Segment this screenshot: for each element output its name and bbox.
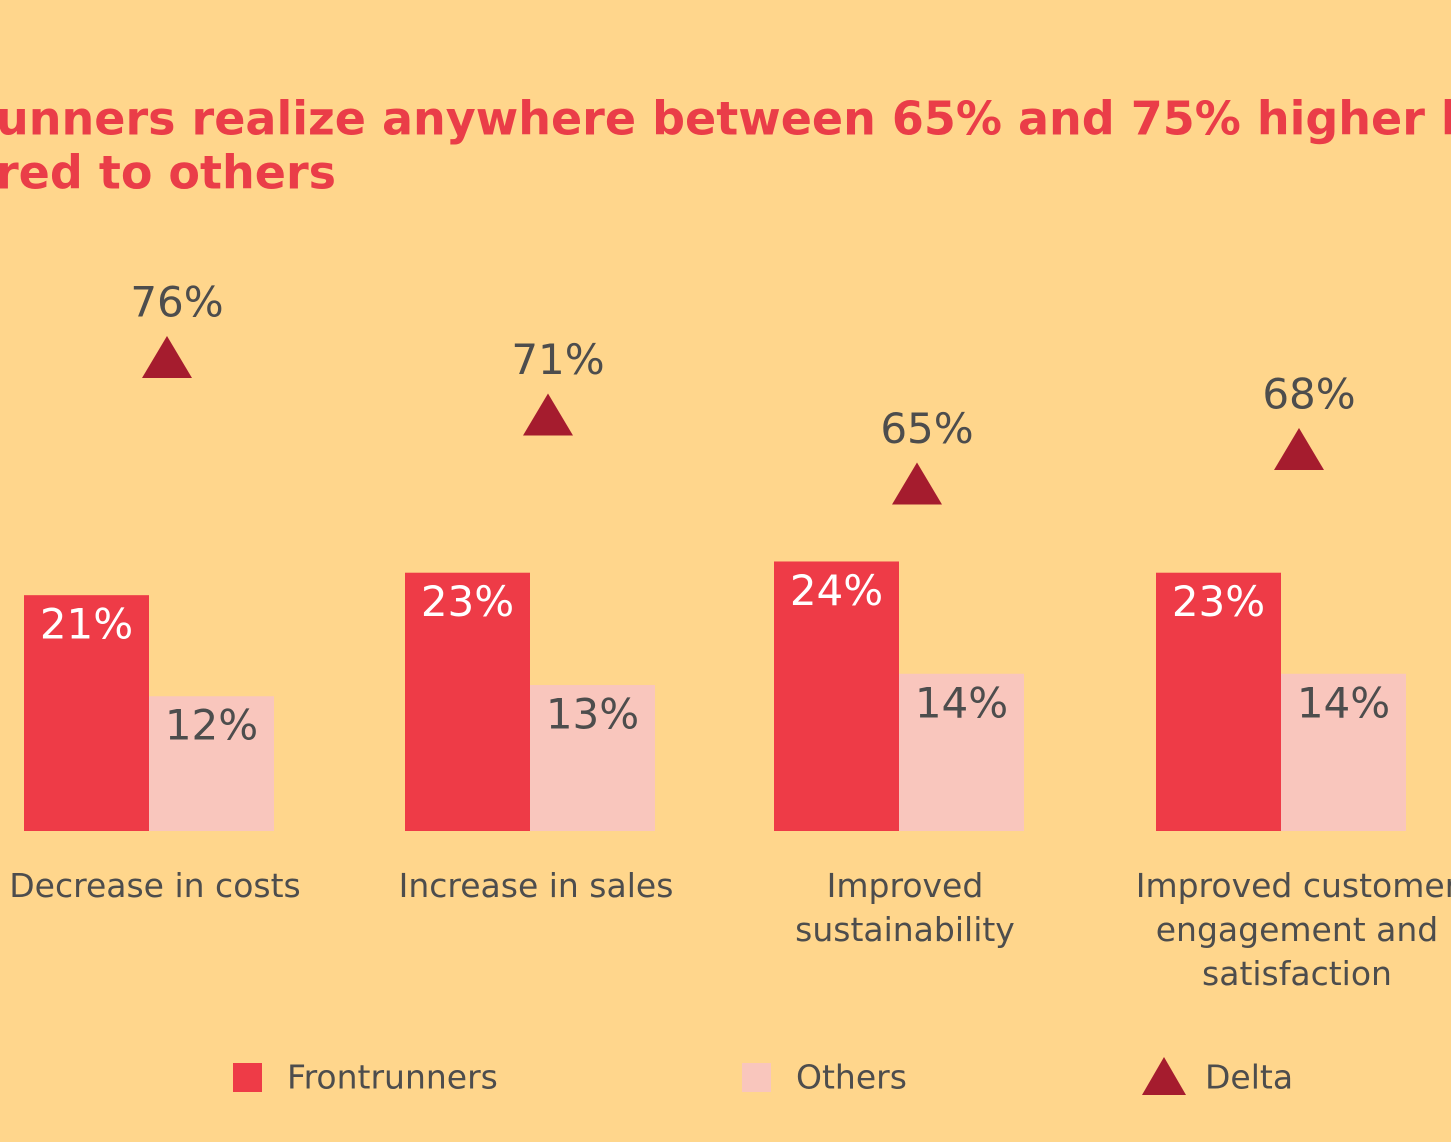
bar [24, 595, 149, 831]
x-tick-label-line: satisfaction [1202, 954, 1392, 993]
x-tick-label: Improved sustainability [795, 866, 1015, 949]
bar [1156, 572, 1281, 831]
value-label: 24% [790, 566, 883, 615]
delta-marker [523, 393, 573, 436]
legend-swatch [233, 1063, 262, 1092]
value-label: 14% [915, 678, 1008, 727]
legend-label: Frontrunners [287, 1058, 498, 1097]
bar [530, 685, 655, 831]
bar [774, 561, 899, 831]
delta-marker [1274, 428, 1324, 470]
legend-swatch [1142, 1057, 1186, 1095]
value-label: 23% [1172, 577, 1265, 626]
value-label: 21% [40, 600, 133, 649]
x-tick-label: Increase in sales [399, 866, 674, 905]
bar [149, 696, 274, 831]
delta-marker [142, 336, 192, 378]
legend-swatch [742, 1063, 771, 1092]
delta-marker [892, 462, 942, 505]
value-label: 23% [421, 577, 514, 626]
bar [1281, 673, 1406, 831]
legend-label: Others [796, 1058, 907, 1097]
bar [899, 673, 1024, 831]
value-label: 13% [546, 690, 639, 739]
x-tick-label-line: Increase in sales [399, 866, 674, 905]
value-label: 14% [1297, 678, 1390, 727]
x-tick-label-line: Improved customer [1136, 866, 1451, 905]
chart-title: red to others [0, 146, 336, 200]
value-label: 65% [880, 404, 973, 453]
value-label: 76% [130, 278, 223, 327]
bar [405, 572, 530, 831]
value-label: 71% [511, 335, 604, 384]
legend-label: Delta [1205, 1058, 1293, 1097]
chart-title: unners realize anywhere between 65% and … [0, 92, 1451, 146]
x-tick-label-line: Improved [827, 866, 984, 905]
x-tick-label-line: sustainability [795, 910, 1015, 949]
x-tick-label: Improved customer engagement and satisfact… [1136, 866, 1451, 993]
x-tick-label-line: Decrease in costs [9, 866, 300, 905]
value-label: 12% [165, 701, 258, 750]
value-label: 68% [1262, 370, 1355, 419]
x-tick-label-line: engagement and [1156, 910, 1439, 949]
x-tick-label: Decrease in costs [9, 866, 300, 905]
